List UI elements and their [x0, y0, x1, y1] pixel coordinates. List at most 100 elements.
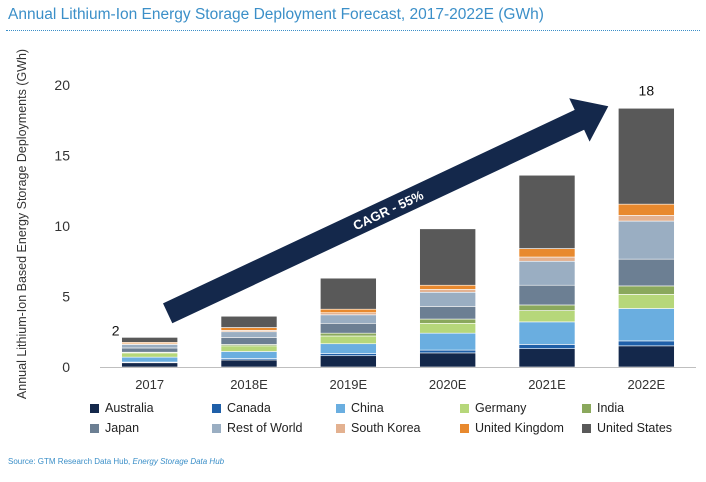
- legend-item: India: [582, 401, 624, 415]
- legend-swatch: [212, 403, 221, 413]
- bar-segment: [518, 256, 576, 262]
- bar-segment: [618, 258, 675, 287]
- legend-item: South Korea: [336, 421, 421, 435]
- stacked-bar-chart: 0 5 10 15 20 Annual Lithium-Ion Based Energy …: [15, 49, 696, 399]
- bar-segment: [220, 315, 278, 328]
- bar-segment: [220, 337, 278, 345]
- source-prefix: Source: GTM Research Data Hub,: [8, 457, 133, 466]
- bar-segment: [419, 352, 476, 368]
- bar-segment: [320, 312, 377, 316]
- legend-label: Australia: [105, 401, 154, 415]
- legend-item: Japan: [90, 421, 139, 435]
- legend-label: United States: [597, 421, 673, 435]
- source-italic: Energy Storage Data Hub: [132, 457, 225, 466]
- x-tick-label: 2018E: [230, 377, 268, 392]
- bar-segment: [618, 203, 675, 216]
- bar-segment: [320, 355, 377, 368]
- y-tick-label: 0: [62, 359, 70, 375]
- bar-segment: [220, 359, 278, 368]
- legend-swatch: [336, 423, 345, 433]
- legend-label: India: [597, 401, 625, 415]
- legend-item: United Kingdom: [460, 421, 564, 435]
- bar-segment: [121, 352, 178, 358]
- legend-item: Germany: [460, 401, 526, 415]
- bar-segment: [419, 332, 476, 351]
- bar-segment: [121, 362, 178, 368]
- title-divider: [6, 30, 700, 31]
- bar-segment: [419, 318, 476, 324]
- legend-item: Rest of World: [212, 421, 303, 435]
- bar-segment: [518, 248, 576, 258]
- bar-segment: [320, 314, 377, 324]
- bar-segment: [419, 306, 476, 320]
- bar-segment: [419, 322, 476, 334]
- bar-segment: [518, 321, 576, 345]
- bar-segment: [518, 310, 576, 323]
- data-label: 18: [639, 82, 655, 98]
- y-axis-title: Annual Lithium-Ion Based Energy Storage …: [15, 49, 29, 399]
- legend-label: United Kingdom: [475, 421, 564, 435]
- cagr-arrow: [163, 98, 609, 324]
- bar-segment: [320, 353, 377, 357]
- legend-label: Japan: [105, 421, 140, 435]
- bar-segment: [220, 351, 278, 359]
- bar-segment: [518, 348, 576, 368]
- x-tick-label: 2020E: [429, 377, 467, 392]
- legend-label: China: [351, 401, 384, 415]
- bar-segment: [121, 347, 178, 353]
- legend-swatch: [582, 423, 591, 433]
- bar-segment: [618, 308, 675, 342]
- bar-segment: [618, 294, 675, 309]
- bar-segment: [518, 260, 576, 286]
- bar-segment: [618, 215, 675, 222]
- bar-segment: [320, 332, 377, 337]
- y-tick-label: 10: [54, 218, 70, 234]
- legend-item: Canada: [212, 401, 271, 415]
- legend-item: China: [336, 401, 384, 415]
- bar-segment: [618, 285, 675, 295]
- legend-swatch: [90, 403, 99, 413]
- bar-segment: [419, 228, 476, 286]
- bar-segment: [320, 277, 377, 310]
- bar-segment: [320, 343, 377, 354]
- bar-segment: [518, 344, 576, 349]
- source-note: Source: GTM Research Data Hub, Energy St…: [8, 457, 224, 466]
- bar-segment: [121, 337, 178, 343]
- bar-segment: [518, 174, 576, 249]
- legend-label: Canada: [227, 401, 271, 415]
- y-tick-label: 15: [54, 148, 70, 164]
- bar-segment: [121, 344, 178, 349]
- legend-swatch: [582, 403, 591, 413]
- legend-swatch: [90, 423, 99, 433]
- legend-label: Germany: [475, 401, 527, 415]
- bar-segment: [419, 284, 476, 290]
- bar-segment: [419, 289, 476, 293]
- legend-swatch: [336, 403, 345, 413]
- bar-segment: [618, 220, 675, 260]
- y-tick-label: 20: [54, 77, 70, 93]
- x-tick-label: 2017: [135, 377, 164, 392]
- legend-swatch: [212, 423, 221, 433]
- bar-segment: [518, 284, 576, 306]
- data-label: 2: [112, 322, 120, 338]
- bar-segment: [320, 335, 377, 345]
- bar-segment: [618, 345, 675, 368]
- chart-title: Annual Lithium-Ion Energy Storage Deploy…: [8, 6, 544, 23]
- bar-segment: [618, 340, 675, 347]
- legend-item: Australia: [90, 401, 154, 415]
- bar-segment: [518, 304, 576, 311]
- bar-segment: [121, 356, 178, 363]
- legend-swatch: [460, 423, 469, 433]
- bar-segment: [320, 322, 377, 334]
- bar-segment: [220, 327, 278, 331]
- bar-segment: [419, 291, 476, 307]
- bar-segment: [220, 331, 278, 338]
- bar-segment: [618, 107, 675, 205]
- bar-segment: [419, 349, 476, 354]
- x-tick-label: 2021E: [528, 377, 566, 392]
- x-tick-label: 2019E: [330, 377, 368, 392]
- legend-swatch: [460, 403, 469, 413]
- bar-segment: [220, 345, 278, 352]
- x-tick-label: 2022E: [628, 377, 666, 392]
- bar-segment: [320, 308, 377, 314]
